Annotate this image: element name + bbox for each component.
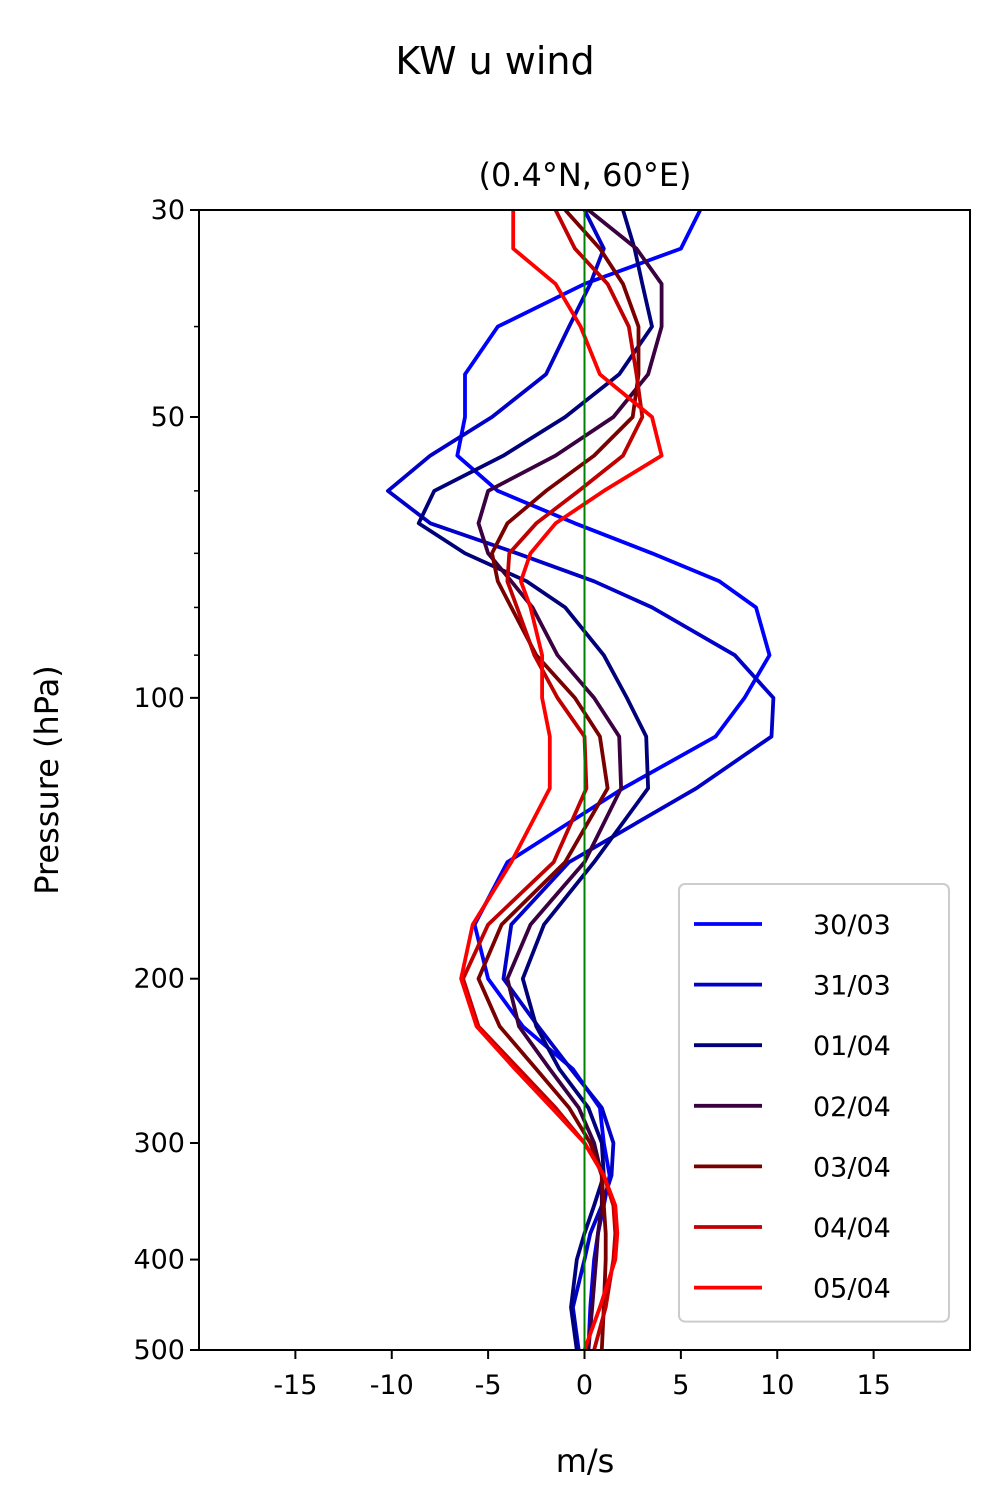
y-tick-label: 300 xyxy=(133,1128,185,1159)
x-tick-label: 15 xyxy=(856,1370,890,1401)
x-axis-label: m/s xyxy=(556,1442,615,1480)
figure-suptitle: KW u wind xyxy=(395,39,594,83)
legend-box xyxy=(678,883,950,1323)
legend-label: 03/04 xyxy=(813,1152,891,1183)
x-tick-label: -10 xyxy=(370,1370,414,1401)
x-tick-label: -15 xyxy=(273,1370,317,1401)
legend: 30/03 31/03 01/04 02/04 03/04 04/04 05/04 xyxy=(678,883,950,1323)
y-tick-label: 400 xyxy=(133,1245,185,1276)
x-tick-label: 5 xyxy=(672,1370,689,1401)
legend-label: 05/04 xyxy=(813,1274,891,1305)
series-line-6 xyxy=(459,210,664,1350)
y-tick-label: 50 xyxy=(151,402,185,433)
y-axis-label: Pressure (hPa) xyxy=(28,665,66,895)
x-tick-label: 0 xyxy=(576,1370,593,1401)
legend-label: 31/03 xyxy=(813,971,891,1002)
legend-label: 02/04 xyxy=(813,1092,891,1123)
legend-label: 01/04 xyxy=(813,1031,891,1062)
plot-title: (0.4°N, 60°E) xyxy=(478,156,691,194)
x-tick-label: 10 xyxy=(760,1370,794,1401)
y-axis: 30 50 100 200 300 400 500 xyxy=(133,195,199,1366)
y-tick-label: 100 xyxy=(133,683,185,714)
x-tick-label: -5 xyxy=(475,1370,502,1401)
y-tick-label: 500 xyxy=(133,1335,185,1366)
x-axis: -15 -10 -5 0 5 10 15 xyxy=(273,1350,891,1401)
y-tick-label: 200 xyxy=(133,964,185,995)
y-tick-label: 30 xyxy=(151,195,185,226)
series-layer xyxy=(385,210,776,1350)
legend-label: 30/03 xyxy=(813,910,891,941)
legend-label: 04/04 xyxy=(813,1213,891,1244)
